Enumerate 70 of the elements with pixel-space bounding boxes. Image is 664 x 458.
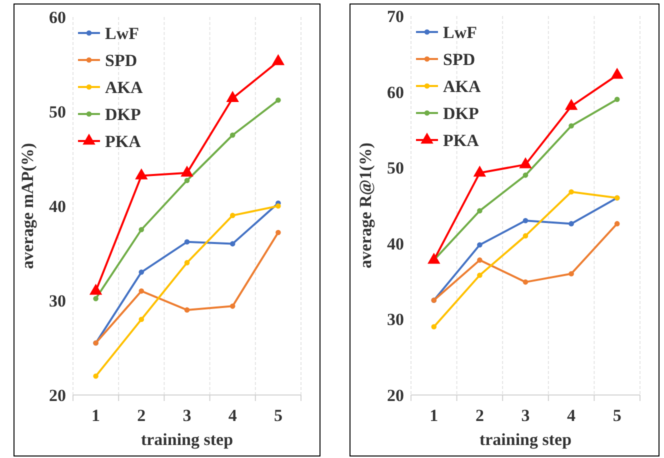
point bbox=[614, 221, 620, 226]
legend-label: PKA bbox=[105, 132, 142, 151]
y-tick-label: 30 bbox=[387, 310, 404, 330]
legend-label: DKP bbox=[105, 104, 141, 124]
point bbox=[477, 257, 482, 263]
legend-label: LwF bbox=[105, 24, 139, 43]
point bbox=[138, 288, 144, 294]
legend-label: AKA bbox=[105, 78, 144, 97]
y-tick-label: 60 bbox=[387, 82, 404, 102]
point bbox=[568, 271, 574, 276]
point bbox=[477, 242, 482, 248]
point bbox=[477, 272, 482, 278]
point bbox=[614, 96, 620, 102]
y-tick-label: 20 bbox=[49, 386, 66, 405]
x-tick-label: 4 bbox=[228, 406, 238, 425]
x-tick-label: 1 bbox=[92, 406, 100, 425]
point bbox=[568, 189, 574, 194]
x-tick-label: 2 bbox=[137, 406, 146, 425]
point bbox=[138, 226, 144, 232]
point bbox=[184, 239, 190, 245]
point bbox=[138, 316, 144, 322]
point bbox=[568, 221, 574, 226]
point bbox=[230, 241, 236, 246]
x-tick-label: 5 bbox=[612, 406, 622, 425]
legend-label: LwF bbox=[443, 22, 477, 42]
legend-label: SPD bbox=[443, 50, 476, 69]
point bbox=[522, 233, 528, 238]
x-axis-title: training step bbox=[479, 430, 572, 449]
legend-label: DKP bbox=[443, 104, 479, 123]
point bbox=[93, 296, 98, 302]
point bbox=[138, 270, 144, 275]
point bbox=[276, 230, 281, 236]
point bbox=[477, 208, 482, 214]
legend-label: PKA bbox=[443, 130, 480, 150]
y-tick-label: 20 bbox=[387, 386, 404, 405]
x-tick-label: 5 bbox=[274, 406, 282, 425]
x-tick-label: 1 bbox=[430, 406, 438, 425]
point bbox=[93, 373, 98, 379]
point bbox=[230, 212, 236, 218]
y-tick-label: 40 bbox=[49, 196, 66, 216]
point bbox=[226, 90, 239, 102]
y-tick-label: 70 bbox=[387, 6, 404, 26]
y-tick-label: 50 bbox=[387, 158, 404, 178]
x-tick-label: 4 bbox=[567, 406, 576, 425]
y-tick-label: 60 bbox=[49, 8, 66, 27]
point bbox=[276, 203, 281, 209]
point bbox=[568, 123, 574, 129]
y-axis-title: average R@1(%) bbox=[356, 142, 375, 268]
point bbox=[522, 279, 528, 285]
legend-label: SPD bbox=[105, 50, 138, 70]
x-tick-label: 3 bbox=[182, 406, 192, 425]
y-tick-label: 30 bbox=[49, 291, 66, 310]
point bbox=[522, 218, 528, 224]
x-tick-label: 3 bbox=[521, 406, 530, 425]
point bbox=[184, 178, 190, 184]
y-axis-title: average mAP(%) bbox=[18, 142, 37, 270]
x-tick-label: 2 bbox=[475, 406, 484, 425]
point bbox=[230, 132, 236, 138]
point bbox=[230, 304, 236, 309]
point bbox=[522, 172, 528, 178]
x-axis-title: training step bbox=[140, 430, 234, 449]
point bbox=[184, 260, 190, 266]
point bbox=[431, 324, 437, 330]
point bbox=[180, 166, 194, 177]
point bbox=[272, 54, 285, 66]
y-tick-label: 40 bbox=[387, 234, 404, 254]
y-tick-label: 50 bbox=[49, 102, 66, 122]
point bbox=[276, 98, 281, 103]
legend-label: AKA bbox=[443, 76, 482, 96]
point bbox=[184, 307, 190, 313]
